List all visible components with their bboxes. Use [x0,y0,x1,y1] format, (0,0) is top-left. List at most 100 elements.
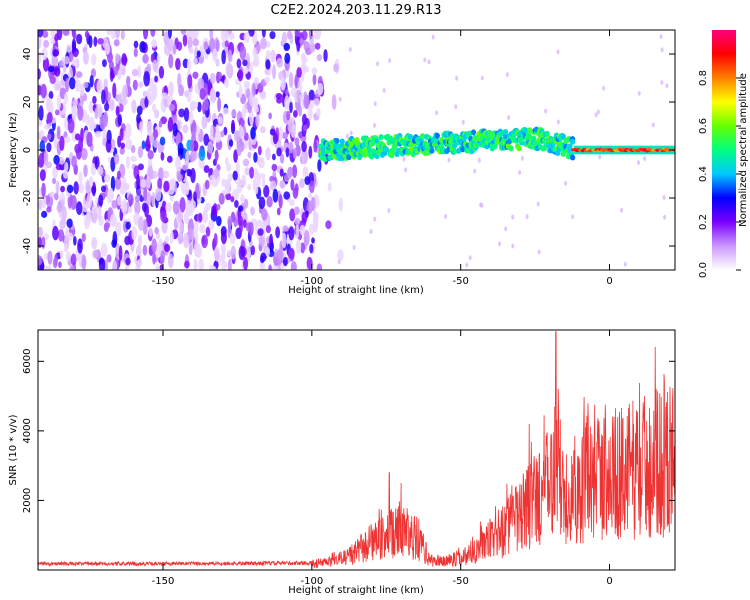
spectrogram-cell [298,105,303,117]
spectrogram-cell [660,80,664,86]
spectrogram-cell [272,64,276,80]
spectrogram-cell [349,130,353,136]
spectrogram-cell [68,77,76,90]
spectrogram-cell [461,119,465,125]
spectrogram-cell [163,243,171,253]
spectrogram-cell [53,67,61,77]
spectrogram-cell [268,264,272,270]
spectrogram-cell [250,206,255,216]
colorbar-tick-label: 0.2 [698,214,709,230]
spectrogram-cell [52,166,59,179]
spectrogram-cell [249,61,254,75]
spectrogram-cell [186,59,192,72]
spectrogram-cell [327,182,332,192]
spectrogram-cell [100,185,107,193]
spectrogram-cell [192,38,199,47]
spectrogram-cell [38,105,44,122]
spectrogram-cell [44,123,51,131]
spectrogram-cell [544,130,550,137]
spectrogram-cell [660,47,664,53]
spectrogram-cell [124,182,130,191]
snr-y-tick-label: 6000 [22,349,33,374]
spectrogram-cell [112,230,118,247]
spectrogram-cell [537,249,541,255]
spectrogram-cell [109,99,115,112]
spectrogram-cell [183,107,190,122]
spectrogram-cell [242,219,247,229]
spectrogram-cell [242,59,248,67]
spectrogram-cell [121,68,126,76]
spectrogram-cell [136,173,140,190]
spectrogram-cell [238,205,244,212]
spectrogram-cell [523,127,529,134]
spectrogram-cell [38,199,43,211]
spectrogram-cell [111,138,116,150]
spectrogram-cell [277,247,284,262]
spectrogram-cell [157,177,163,190]
spectrogram-cell [99,114,107,131]
spectrogram-cell [259,125,266,134]
spectrogram-cell [268,112,272,120]
spectrogram-cell [115,53,120,64]
spectrogram-cell [175,156,182,172]
spectrogram-cell [286,30,293,40]
spectrogram-cell [165,202,172,213]
spectrogram-cell [505,72,509,78]
spectrogram-cell [209,30,214,41]
spectrogram-cell [264,68,269,75]
spectrogram-cell [455,75,459,81]
spectrogram-cell [260,37,267,50]
spectrogram-cell [218,71,223,80]
colorbar-tick-label: 0.6 [698,118,709,134]
spectrogram-cell [294,183,299,194]
spectrogram-cell [313,98,320,107]
spectrogram-cell [66,44,72,53]
spectrogram-cell [142,244,148,256]
spectrogram-cell [309,243,314,254]
spectrogram-cell [77,105,84,121]
spectrogram-cell [146,120,153,137]
spectrogram-cell [146,88,152,101]
spectrogram-cell [142,219,148,235]
spectrogram-cell [159,264,164,270]
spectrogram-cell [662,194,666,200]
snr-x-tick-label: -150 [152,576,175,587]
spectrogram-cell [166,155,173,163]
spectrogram-cell [172,44,177,55]
spectrogram-cell [243,256,248,270]
spectrogram-cell [260,172,266,180]
spectrogram-cell [511,214,515,220]
spectrogram-cell [508,145,514,152]
spectrogram-cell [280,77,286,91]
spectrogram-cell [498,241,502,247]
spectrogram-cell [189,102,194,112]
spectrogram-cell [333,63,339,73]
spectrogram-cell [564,180,568,186]
spectrogram-cell [55,83,62,91]
spectrogram-cell [212,48,218,63]
spectrogram-cell [302,124,308,132]
spectrogram-cell [468,255,472,261]
spectrogram-cell [213,232,218,247]
spectrogram-cell [313,139,318,153]
spectrogram-cell [64,56,70,65]
spectrogram-cell [209,72,216,84]
spectrogram-cell [192,71,199,79]
spectrogram-cell [154,187,162,202]
spectrogram-cell [125,257,131,266]
spectrogram-cell [128,193,134,206]
spectrogram-cell [101,59,107,68]
spectrogram-cell [97,38,104,45]
spectrogram-cell [279,168,284,177]
spectrogram-cell [136,113,141,124]
spectrogram-cell [507,115,511,121]
spectrogram-cell [56,125,61,140]
spectrogram-cell [121,98,128,106]
spectrogram-cell [147,165,154,180]
snr-y-label: SNR (10 * v/v) [8,414,19,485]
spectrogram-cell [134,200,141,215]
spectrogram-cell [241,174,247,187]
spectrogram-cell [213,168,220,179]
spectrogram-cell [278,194,283,209]
spectrogram-cell [376,61,380,67]
